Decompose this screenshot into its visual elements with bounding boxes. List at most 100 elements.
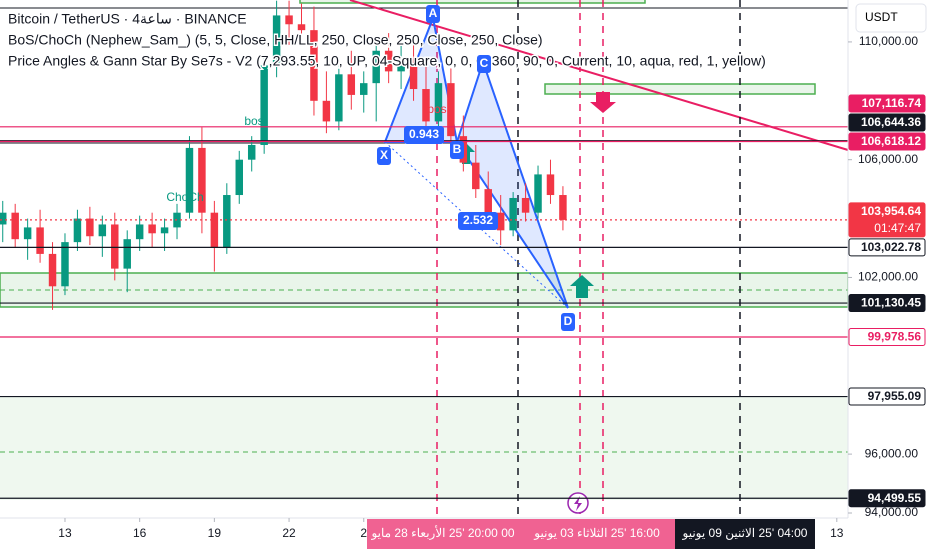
price-label: 97,955.09 [868,389,922,403]
legend-line: BoS/ChoCh (Nephew_Sam_) (5, 5, Close, HH… [8,32,543,48]
candle-body [322,100,331,122]
labels: Bitcoin / TetherUS · 4ساعة · BINANCE BoS/… [7,5,767,331]
candle-body [546,174,555,196]
candle-body [61,242,69,287]
price-label: 107,116.74 [862,96,922,110]
candle-body [73,218,82,243]
x-tick-label: 19 [208,526,222,540]
candle-body [235,159,243,196]
candle-body [173,212,181,228]
pattern-label: D [564,314,573,328]
candle-body [372,50,380,84]
y-tick-label: 94,000.00 [865,505,919,519]
price-label-box [848,489,926,508]
candle-body [223,195,231,249]
price-label-box [848,294,926,313]
candle-body [484,189,492,213]
candle-body [397,59,405,72]
zone [0,397,848,500]
pattern-xd [384,141,569,309]
currency-button[interactable] [855,3,927,33]
candle-body [509,197,517,231]
candle-body [98,224,107,237]
price-axis [848,0,932,550]
candle-body [360,83,368,95]
price-label: 101,130.45 [861,296,921,310]
price-label-box [848,94,926,113]
price-label-box [848,132,926,151]
y-tick-label: 106,000.00 [858,152,918,166]
candle-body [285,15,293,25]
x-tick-label: 16 [133,526,147,540]
pattern-label: C [480,56,489,70]
candle-body [210,212,219,249]
pattern-label: bos [244,114,263,128]
candle-body [23,227,32,240]
pattern-label: X [380,148,388,162]
candle-body [11,212,19,240]
candle-body [260,65,268,145]
candle-body [36,227,44,254]
candle-body [521,197,530,213]
buy-arrow [570,275,594,298]
candle-body [472,162,480,190]
candle-body [86,218,94,237]
candle-body [310,30,318,101]
pattern-label-box [404,126,444,144]
time-label-box [367,519,519,549]
candle-body [409,59,418,90]
candle-body [148,224,156,234]
time-label-box [519,519,675,549]
candle-body [111,224,119,269]
price-label: 106,618.12 [861,134,921,148]
pattern-label-box [561,313,575,331]
pattern-label: bos [427,102,446,116]
pattern-label: A [429,6,438,20]
legend-line: Price Angles & Gann Star By Se7s - V2 (7… [8,53,766,69]
pattern-label-box [458,212,498,230]
zone [299,0,646,4]
candle-body [48,253,57,287]
price-label-box [848,202,926,238]
pattern-label: B [453,142,462,156]
zone [544,83,816,95]
x-tick-label: 22 [282,526,296,540]
candle-body [534,174,542,213]
price-label: 103,022.78 [861,240,921,254]
time-label: 00 20:00 '25 الأربعاء 28 مايو [370,525,514,540]
sell-arrow [590,92,616,113]
candle-body [559,195,567,220]
candle-body [447,83,455,137]
candle-body [160,227,169,234]
currency: USDT [865,10,898,24]
pattern-label: ChoCh [166,190,203,204]
price-label-box [848,238,926,257]
candle-body [198,147,206,213]
candle-body [297,24,306,31]
x-tick-label: 2 [360,526,367,540]
event-bolt [574,496,582,511]
time-label-box [675,519,815,549]
price-label: 106,644.36 [861,115,921,129]
y-tick-label: 102,000.00 [858,270,918,284]
pattern-label: 2.532 [463,213,493,227]
pattern-label-box [426,5,440,23]
axes: 94,000.00 96,000.00 102,000.00 106,000.00 11… [58,34,926,549]
pattern-label: 0.943 [409,127,439,141]
candle-body [0,212,7,225]
pattern-label-box [450,141,464,159]
y-tick-label: 96,000.00 [865,446,919,460]
trend-line [349,0,849,151]
price-label-box [848,113,926,132]
candle-body [123,239,131,269]
candle-body [347,74,356,95]
price-label: 103,954.64 [861,204,921,218]
time-label: 16:00 '25 الثلاثاء 03 يونيو [533,526,660,540]
x-tick-label: 13 [830,526,844,540]
countdown: 01:47:47 [874,221,921,235]
time-label: 04:00 '25 الاثنين 09 يونيو [682,526,808,540]
candle-body [422,89,430,122]
